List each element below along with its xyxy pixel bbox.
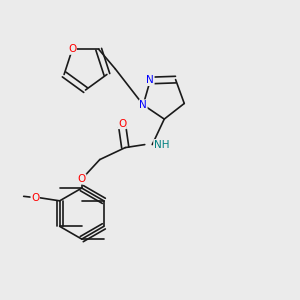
Text: N: N <box>146 76 154 85</box>
Text: O: O <box>118 118 126 129</box>
Text: N: N <box>139 100 147 110</box>
Text: O: O <box>78 174 86 184</box>
Text: O: O <box>31 193 39 203</box>
Text: NH: NH <box>154 140 169 150</box>
Text: O: O <box>68 44 76 54</box>
